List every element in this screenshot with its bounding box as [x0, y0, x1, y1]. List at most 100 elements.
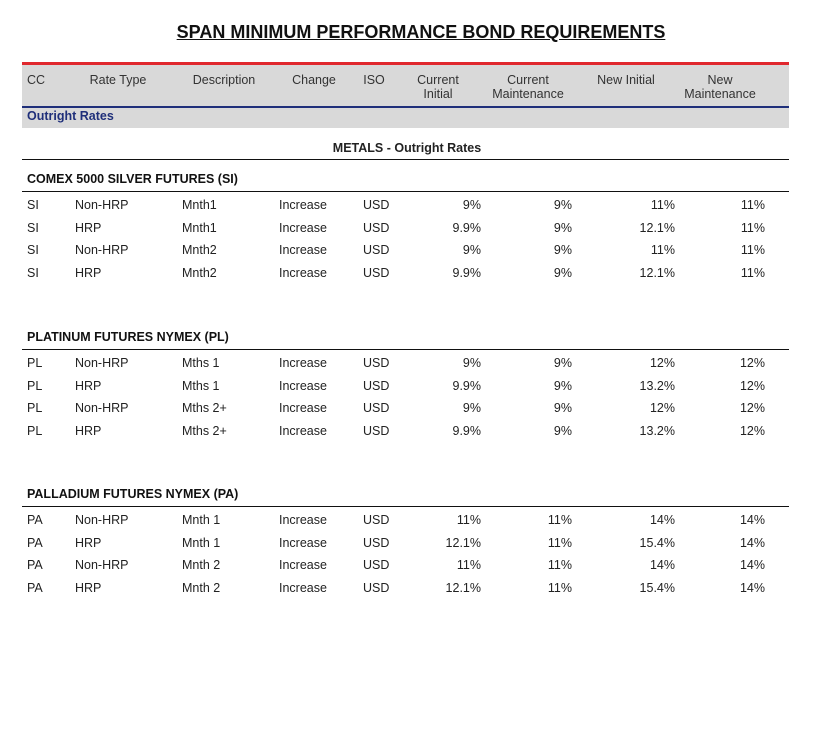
- column-header: CC: [27, 73, 46, 87]
- group-heading: METALS - Outright Rates: [332, 141, 482, 155]
- cell: 9%: [553, 424, 572, 439]
- cell: Increase: [279, 356, 327, 370]
- cell: 12.1%: [445, 581, 481, 596]
- cell: USD: [363, 220, 390, 235]
- cell: SI: [27, 266, 39, 281]
- cell: 12%: [649, 401, 675, 416]
- cell: 13.2%: [639, 378, 675, 393]
- column-header: Change: [292, 73, 336, 87]
- cell: 11%: [456, 558, 481, 573]
- cell: 9%: [553, 266, 572, 281]
- cell: Non-HRP: [75, 356, 129, 370]
- cell: Mnth2: [182, 266, 217, 281]
- cell: 11%: [740, 220, 765, 235]
- cell: 15.4%: [639, 581, 675, 596]
- cell: 9%: [462, 198, 481, 212]
- cell: HRP: [75, 424, 102, 439]
- cell: Non-HRP: [75, 198, 129, 212]
- group-title: COMEX 5000 SILVER FUTURES (SI): [27, 172, 238, 186]
- cell: 13.2%: [639, 424, 675, 439]
- cell: 12%: [649, 356, 675, 370]
- cell: Increase: [279, 513, 327, 527]
- cell: 11%: [547, 513, 572, 527]
- cell: USD: [363, 424, 390, 439]
- cell: Increase: [279, 535, 327, 550]
- cell: PL: [27, 401, 43, 416]
- cell: USD: [363, 378, 390, 393]
- cell: 9.9%: [452, 266, 482, 281]
- column-header: New Initial: [597, 73, 655, 87]
- cell: 11%: [650, 198, 675, 212]
- rule: [22, 506, 789, 507]
- cell: 12%: [739, 401, 765, 416]
- cell: 12.1%: [639, 220, 675, 235]
- cell: Mnth 1: [182, 513, 221, 527]
- cell: 11%: [740, 243, 765, 258]
- section-label: Outright Rates: [27, 109, 114, 123]
- cell: 14%: [649, 513, 675, 527]
- red-rule: [22, 62, 789, 65]
- cell: HRP: [75, 581, 102, 596]
- cell: HRP: [75, 220, 102, 235]
- cell: Increase: [279, 198, 327, 212]
- cell: Increase: [279, 266, 327, 281]
- header-band: [22, 62, 789, 128]
- cell: 14%: [649, 558, 675, 573]
- cell: 12.1%: [639, 266, 675, 281]
- cell: 9%: [462, 243, 481, 258]
- cell: PL: [27, 356, 43, 370]
- column-header: Description: [192, 73, 256, 87]
- cell: 9%: [462, 401, 481, 416]
- cell: 12%: [739, 356, 765, 370]
- cell: Increase: [279, 558, 327, 573]
- rule: [22, 191, 789, 192]
- cell: USD: [363, 558, 390, 573]
- cell: USD: [363, 581, 390, 596]
- cell: Mths 2+: [182, 401, 227, 416]
- cell: USD: [363, 198, 390, 212]
- cell: Mths 1: [182, 356, 220, 370]
- cell: Mnth1: [182, 198, 217, 212]
- cell: 11%: [547, 558, 572, 573]
- cell: 15.4%: [639, 535, 675, 550]
- cell: Mnth 2: [182, 558, 221, 573]
- cell: Increase: [279, 581, 327, 596]
- page-title: SPAN MINIMUM PERFORMANCE BOND REQUIREMEN…: [176, 22, 666, 42]
- cell: USD: [363, 535, 390, 550]
- cell: Increase: [279, 378, 327, 393]
- cell: 9%: [553, 198, 572, 212]
- cell: USD: [363, 356, 390, 370]
- cell: 14%: [739, 558, 765, 573]
- rule: [22, 159, 789, 160]
- cell: Mnth1: [182, 220, 217, 235]
- cell: 9%: [553, 401, 572, 416]
- cell: Increase: [279, 401, 327, 416]
- cell: Non-HRP: [75, 401, 129, 416]
- column-header: Rate Type: [89, 73, 147, 87]
- cell: Mths 2+: [182, 424, 227, 439]
- cell: USD: [363, 266, 390, 281]
- cell: 9%: [553, 378, 572, 393]
- cell: PA: [27, 558, 43, 573]
- blue-rule: [22, 106, 789, 108]
- cell: Increase: [279, 220, 327, 235]
- cell: Non-HRP: [75, 513, 129, 527]
- cell: USD: [363, 401, 390, 416]
- cell: HRP: [75, 378, 102, 393]
- cell: HRP: [75, 266, 102, 281]
- cell: Increase: [279, 243, 327, 258]
- cell: 11%: [740, 198, 765, 212]
- cell: 12%: [739, 424, 765, 439]
- cell: Mnth 2: [182, 581, 221, 596]
- cell: SI: [27, 198, 39, 212]
- cell: 14%: [739, 535, 765, 550]
- rule: [22, 349, 789, 350]
- cell: 12%: [739, 378, 765, 393]
- cell: Mnth2: [182, 243, 217, 258]
- cell: 9%: [553, 243, 572, 258]
- cell: USD: [363, 243, 390, 258]
- cell: PA: [27, 581, 43, 596]
- cell: Mnth 1: [182, 535, 221, 550]
- cell: 11%: [456, 513, 481, 527]
- column-header: Current Initial: [417, 73, 459, 101]
